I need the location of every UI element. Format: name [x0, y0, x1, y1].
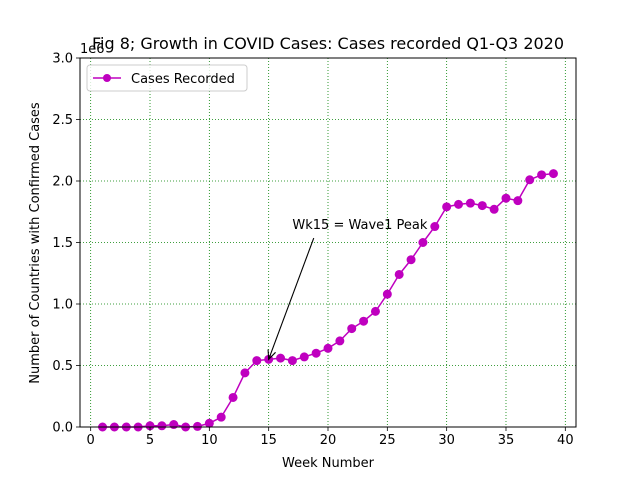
data-point — [252, 356, 262, 366]
legend-label: Cases Recorded — [131, 72, 235, 87]
data-point — [228, 392, 238, 402]
data-point — [240, 368, 250, 378]
series-layer — [98, 169, 558, 432]
data-point — [347, 324, 357, 334]
data-point — [311, 348, 321, 358]
data-point — [299, 352, 309, 362]
plot-frame — [79, 57, 577, 428]
y-tick-label: 1.0 — [52, 298, 73, 313]
x-tick-label: 25 — [379, 433, 396, 448]
data-point — [406, 255, 416, 265]
x-tick-label: 30 — [438, 433, 455, 448]
data-point — [276, 353, 286, 363]
data-point — [192, 421, 202, 431]
data-point — [501, 193, 511, 203]
data-point — [359, 316, 369, 326]
x-tick-label: 40 — [557, 433, 574, 448]
data-point — [370, 306, 380, 316]
data-point — [216, 412, 226, 422]
y-tick-label: 2.5 — [52, 113, 73, 128]
data-point — [204, 418, 214, 428]
annotation-layer: Wk15 = Wave1 Peak — [267, 218, 428, 361]
grid-lines — [80, 57, 576, 428]
data-point — [442, 202, 452, 212]
data-point — [465, 198, 475, 208]
data-point — [394, 269, 404, 279]
data-point — [157, 421, 167, 431]
annotation-arrow-line — [268, 237, 315, 360]
legend-box — [86, 64, 248, 92]
data-point — [382, 289, 392, 299]
x-tick-label: 10 — [201, 433, 218, 448]
y-tick-label: 0.0 — [52, 421, 73, 436]
data-point — [430, 222, 440, 232]
y-axis-offset-label: 1e6 — [80, 42, 105, 57]
data-point — [513, 196, 523, 206]
annotation-text: Wk15 = Wave1 Peak — [292, 218, 428, 233]
y-axis-label: Number of Countries with Confirmed Cases — [28, 102, 43, 384]
x-tick-label: 35 — [498, 433, 515, 448]
data-point — [454, 199, 464, 209]
data-point — [323, 343, 333, 353]
chart-title: Fig 8; Growth in COVID Cases: Cases reco… — [92, 34, 564, 53]
data-point — [489, 204, 499, 214]
data-point — [477, 201, 487, 211]
annotation-arrow-head — [267, 349, 276, 361]
x-tick-label: 0 — [87, 433, 95, 448]
axis-ticks: 0 5 10 15 20 25 30 35 40 0.0 0.5 1.0 1.5 2.0 2.5 3.0 — [52, 52, 573, 449]
x-axis-label: Week Number — [282, 456, 375, 471]
x-tick-label: 20 — [320, 433, 337, 448]
legend: Cases Recorded — [86, 64, 248, 92]
x-tick-label: 5 — [146, 433, 154, 448]
data-point — [418, 238, 428, 247]
y-tick-label: 3.0 — [52, 52, 73, 67]
data-point — [525, 175, 535, 185]
data-point — [287, 356, 297, 366]
data-point — [548, 169, 558, 179]
y-tick-label: 0.5 — [52, 359, 73, 374]
data-point — [335, 336, 345, 346]
legend-marker — [103, 74, 111, 82]
x-tick-label: 15 — [260, 433, 277, 448]
data-point — [537, 170, 547, 180]
y-tick-label: 2.0 — [52, 175, 73, 190]
y-tick-label: 1.5 — [52, 236, 73, 251]
